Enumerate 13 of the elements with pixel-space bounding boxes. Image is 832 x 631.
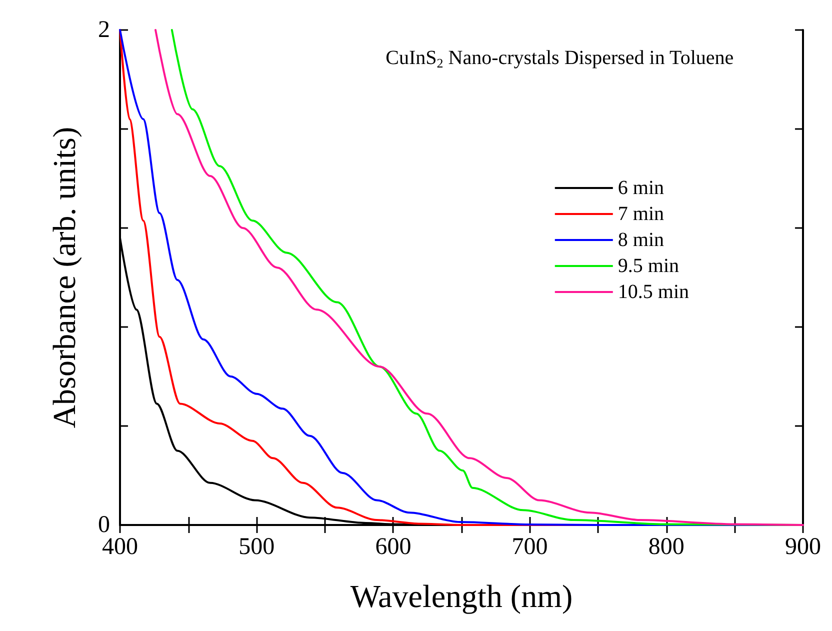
y-tick-label: 2 <box>98 17 110 43</box>
x-tick-label: 800 <box>648 534 684 560</box>
x-tick-label: 900 <box>785 534 821 560</box>
legend-label: 10.5 min <box>618 281 690 303</box>
x-tick-label: 500 <box>238 534 275 560</box>
x-tick-label: 600 <box>375 534 412 560</box>
legend-label: 8 min <box>618 229 664 251</box>
x-axis-title: Wavelength (nm) <box>350 578 573 614</box>
y-axis-title: Absorbance (arb. units) <box>46 126 82 428</box>
legend-label: 9.5 min <box>618 255 680 277</box>
x-tick-label: 700 <box>512 534 548 560</box>
legend-label: 6 min <box>618 177 664 199</box>
legend-label: 7 min <box>618 203 664 225</box>
